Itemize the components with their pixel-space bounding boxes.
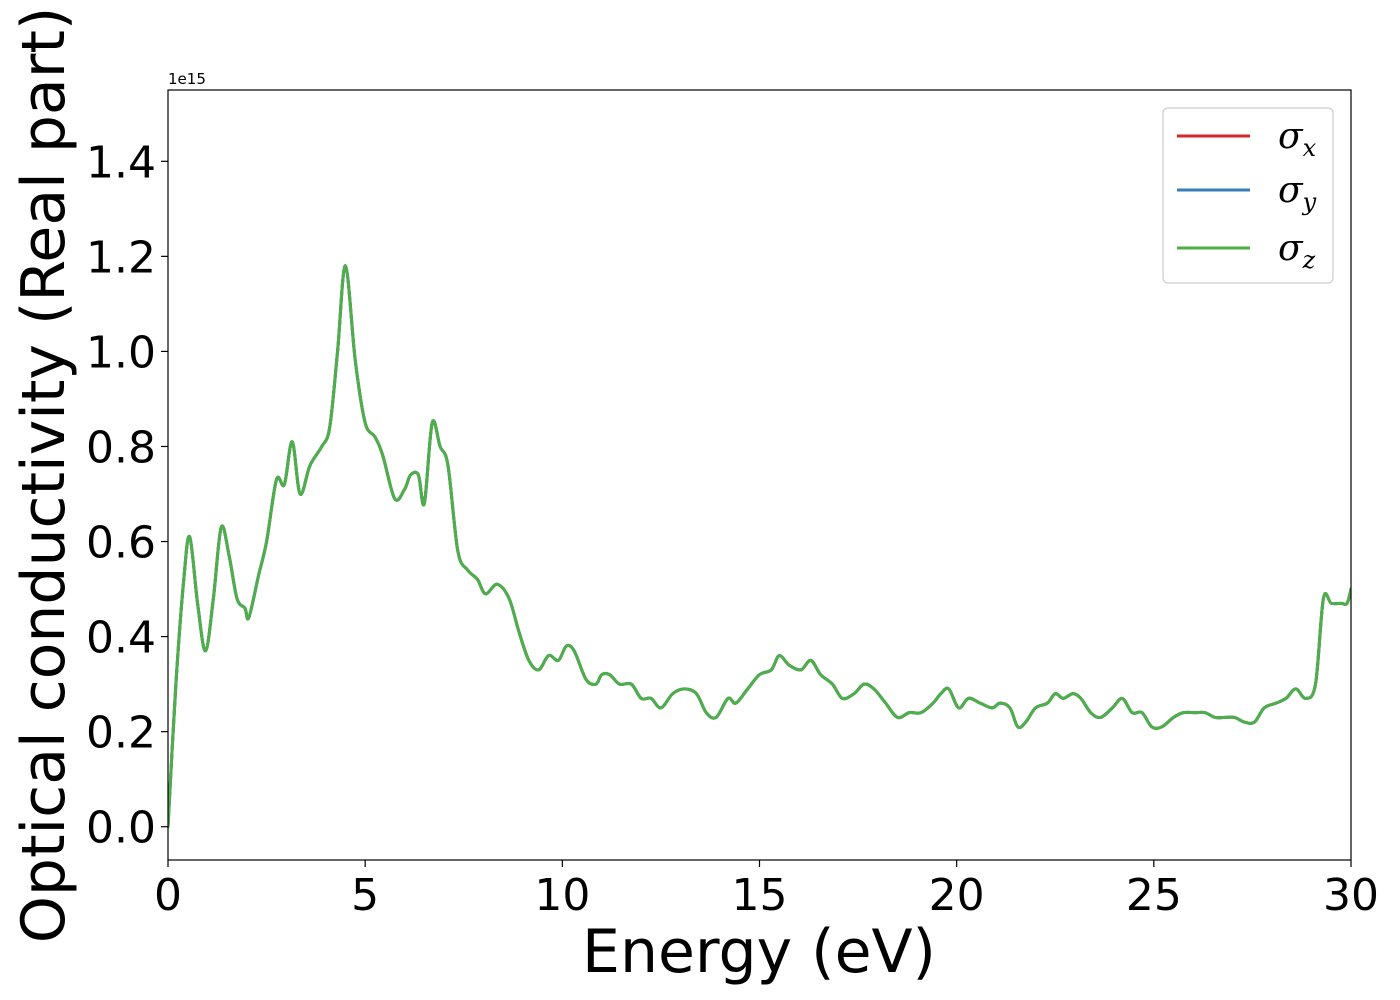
series-line-z — [168, 264, 1351, 829]
series-group — [168, 264, 1351, 829]
legend-label: σz — [1278, 228, 1316, 274]
plot-area — [167, 89, 1352, 861]
y-tick-label: 0.4 — [86, 613, 156, 664]
legend-symbol: σ — [1278, 170, 1304, 211]
x-tick-label: 25 — [1126, 870, 1182, 921]
legend-symbol: σ — [1278, 116, 1304, 157]
x-tick-label: 0 — [154, 870, 182, 921]
y-tick-label: 0.6 — [86, 518, 156, 569]
y-tick-label: 0.2 — [86, 708, 156, 759]
y-tick-label: 0.0 — [86, 803, 156, 854]
x-tick-label: 15 — [732, 870, 788, 921]
legend-symbol: σ — [1278, 228, 1304, 269]
x-axis-label: Energy (eV) — [582, 917, 936, 987]
legend-subscript: y — [1302, 188, 1317, 216]
y-tick-label: 1.4 — [86, 137, 156, 188]
y-tick-label: 0.8 — [86, 422, 156, 473]
x-tick-label: 30 — [1323, 870, 1379, 921]
x-tick-label: 10 — [534, 870, 590, 921]
legend-subscript: z — [1302, 246, 1316, 274]
x-axis: 0 5 10 15 20 25 30 — [154, 860, 1379, 921]
legend-label: σx — [1278, 116, 1317, 162]
y-offset-text: 1e15 — [168, 70, 206, 88]
y-axis: 0.0 0.2 0.4 0.6 0.8 1.0 1.2 1.4 — [86, 137, 168, 854]
legend-label: σy — [1278, 170, 1317, 216]
x-tick-label: 20 — [929, 870, 985, 921]
y-tick-label: 1.0 — [86, 327, 156, 378]
y-tick-label: 1.2 — [86, 232, 156, 283]
legend-subscript: x — [1303, 134, 1317, 162]
x-tick-label: 5 — [351, 870, 379, 921]
legend-frame — [1162, 107, 1334, 284]
y-axis-label: Optical conductivity (Real part) — [9, 7, 79, 944]
